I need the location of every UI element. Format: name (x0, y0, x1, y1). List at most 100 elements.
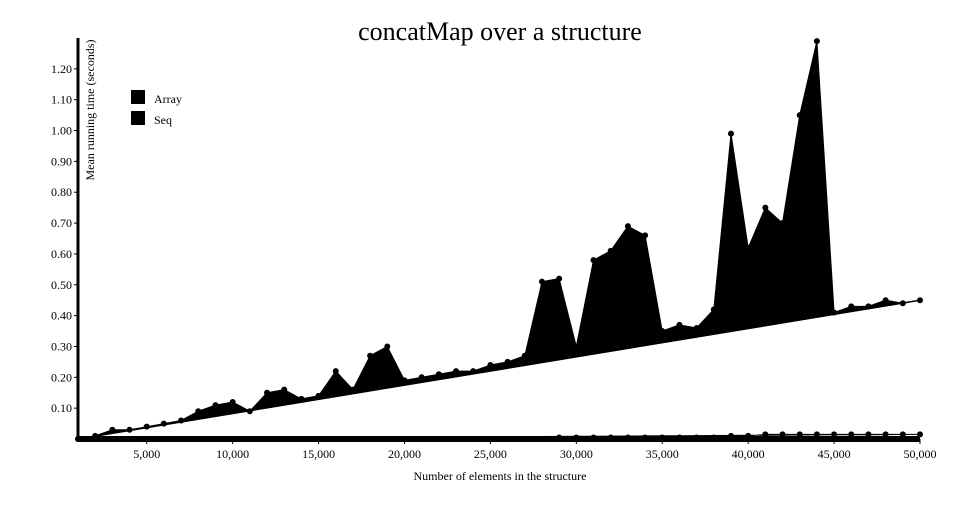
array-data-point (332, 368, 339, 375)
plot-area: 0.10 0.20 0.30 0.40 0.50 0.60 0.70 0.80 0.90 1.00… (51, 38, 937, 461)
seq-data-point (349, 436, 356, 442)
seq-data-point (126, 436, 133, 442)
seq-data-point (178, 436, 185, 442)
seq-data-point (504, 436, 511, 442)
array-data-point (470, 368, 477, 375)
y-tick-label: 0.20 (51, 370, 72, 384)
array-data-point (229, 398, 236, 405)
seq-data-point (109, 436, 116, 442)
array-data-point (349, 386, 356, 393)
array-data-point (401, 377, 408, 384)
array-data-point (504, 358, 511, 365)
seq-data-point (521, 436, 528, 442)
y-tick-label: 1.00 (51, 124, 72, 138)
array-data-point (831, 309, 838, 316)
seq-data-point (453, 436, 460, 442)
seq-data-point (470, 436, 477, 442)
y-tick-label: 0.30 (51, 339, 72, 353)
seq-data-point (865, 431, 872, 438)
y-tick-label: 0.40 (51, 309, 72, 323)
legend-label-seq: Seq (154, 113, 172, 127)
legend: Array Seq (131, 90, 182, 127)
seq-data-point (367, 436, 374, 442)
array-data-point (642, 232, 649, 239)
array-trend-line (77, 299, 921, 440)
legend-swatch-seq (131, 111, 145, 125)
seq-data-point (160, 436, 167, 442)
array-data-point (195, 408, 202, 415)
seq-data-point (418, 436, 425, 442)
seq-data-point (796, 431, 803, 438)
seq-data-point (298, 436, 305, 442)
seq-data-point (762, 431, 769, 438)
array-data-point (865, 303, 872, 310)
x-axis-title: Number of elements in the structure (414, 469, 587, 483)
seq-data-point (693, 434, 700, 441)
array-data-point (298, 395, 305, 402)
seq-data-point (332, 436, 339, 442)
x-tick-label: 25,000 (474, 447, 507, 461)
seq-data-point (435, 436, 442, 442)
array-data-point (779, 220, 786, 227)
seq-data-point (195, 436, 202, 442)
x-tick-label: 50,000 (904, 447, 937, 461)
seq-data-point (212, 436, 219, 442)
seq-data-point (642, 434, 649, 441)
array-data-point (813, 38, 820, 45)
seq-data-point (624, 434, 631, 441)
seq-data-point (745, 432, 752, 439)
y-tick-label: 0.80 (51, 185, 72, 199)
array-data-point (521, 352, 528, 359)
array-data-point (264, 389, 271, 396)
array-data-point (762, 204, 769, 211)
y-tick-label: 0.10 (51, 401, 72, 415)
chart-title: concatMap over a structure (358, 17, 642, 46)
seq-data-point (607, 434, 614, 441)
x-tick-label: 40,000 (732, 447, 765, 461)
seq-data-point (92, 436, 99, 442)
array-data-point (796, 112, 803, 119)
array-data-point (315, 392, 322, 399)
array-data-point (899, 300, 906, 307)
array-data-point (246, 408, 253, 415)
array-data-point (384, 343, 391, 350)
y-tick-label: 1.20 (51, 62, 72, 76)
x-tick-label: 15,000 (302, 447, 335, 461)
array-data-point (848, 303, 855, 310)
seq-data-point (882, 431, 889, 438)
array-data-point (178, 417, 185, 424)
seq-data-point (75, 436, 81, 442)
seq-data-point (813, 431, 820, 438)
seq-data-point (779, 431, 786, 438)
array-data-point (917, 297, 923, 304)
array-series-area (77, 40, 921, 440)
array-data-point (659, 328, 666, 335)
array-data-point (418, 374, 425, 381)
seq-data-point (659, 434, 666, 441)
array-data-point (882, 297, 889, 304)
y-tick-label: 0.70 (51, 216, 72, 230)
seq-data-point (538, 436, 545, 442)
array-data-point (676, 321, 683, 328)
seq-data-point (143, 436, 150, 442)
array-data-point (556, 275, 563, 282)
array-data-point (453, 368, 460, 375)
legend-swatch-array (131, 90, 145, 104)
array-data-point (538, 278, 545, 285)
x-tick-label: 30,000 (560, 447, 593, 461)
seq-data-point (246, 436, 253, 442)
array-data-point (710, 306, 717, 313)
seq-data-point (556, 434, 563, 441)
y-tick-label: 0.50 (51, 278, 72, 292)
array-data-point (573, 343, 580, 350)
array-data-point (126, 426, 133, 433)
array-data-point (109, 426, 116, 433)
x-tick-label: 20,000 (388, 447, 421, 461)
seq-data-point (831, 431, 838, 438)
seq-data-point (401, 436, 408, 442)
seq-data-point (487, 436, 494, 442)
array-data-point (367, 352, 374, 359)
x-tick-label: 45,000 (818, 447, 851, 461)
